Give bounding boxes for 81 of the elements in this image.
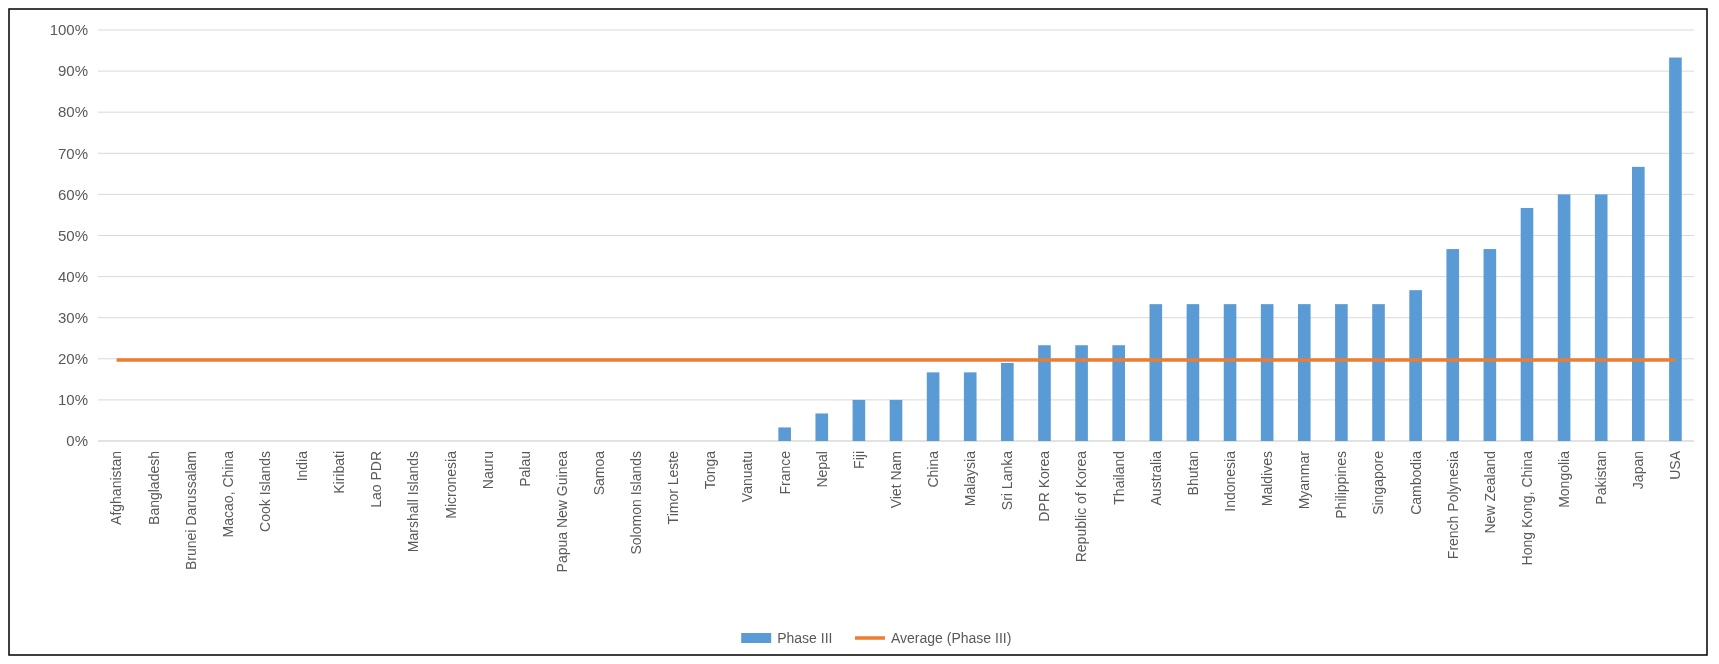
x-tick-label: Timor Leste [665,450,682,525]
bar [1001,362,1014,441]
x-tick-label: Bangladesh [145,451,162,525]
bar [1669,57,1682,441]
y-tick-label: 0% [66,432,88,450]
x-tick-label: Australia [1147,450,1164,506]
y-tick-label: 10% [57,391,88,409]
x-tick-label: Papua New Guinea [553,450,570,573]
x-tick-label: Nepal [813,451,830,488]
bar [1223,304,1237,441]
x-tick-label: Sri Lanka [999,450,1016,511]
x-tick-label: Samoa [590,450,607,496]
bar [1594,194,1608,441]
x-tick-label: Micronesia [442,450,459,519]
bar [1557,194,1571,441]
x-tick-label: Indonesia [1221,450,1238,512]
bar [889,399,903,441]
x-tick-label: Thailand [1110,451,1127,505]
x-tick-label: Nauru [479,451,496,490]
x-tick-label: DPR Korea [1036,450,1053,522]
bar [1297,304,1311,441]
y-tick-label: 70% [57,144,88,162]
x-tick-label: French Polynesia [1444,450,1461,560]
x-tick-label: Solomon Islands [628,451,645,555]
x-tick-label: Kiribati [331,451,348,494]
bar [1112,345,1126,441]
bar [1186,304,1200,441]
bar [1632,166,1645,441]
y-tick-label: 40% [57,267,88,285]
bar [1372,304,1385,441]
x-tick-label: Afghanistan [108,451,125,525]
x-tick-label: Tonga [702,450,719,490]
x-tick-label: Macao, China [219,450,236,538]
bar [852,399,866,441]
bar [1483,249,1497,441]
x-tick-label: Palau [516,451,533,487]
bar [815,413,829,441]
x-tick-label: Myanmar [1296,450,1313,510]
x-tick-label: Marshall Islands [405,451,422,553]
bar [1335,304,1348,441]
x-tick-label: Hong Kong, China [1518,450,1535,566]
x-tick-label: Pakistan [1593,451,1610,505]
bar [1260,304,1274,441]
x-tick-label: Republic of Korea [1073,450,1090,563]
bar [778,427,791,441]
y-tick-label: 50% [57,226,88,244]
bar [1409,290,1422,441]
x-tick-label: Philippines [1333,451,1350,519]
bar [1075,345,1088,441]
bar [1446,249,1460,441]
x-tick-label: Bhutan [1184,451,1201,496]
x-tick-label: Japan [1630,451,1647,490]
legend-label: Phase III [777,629,833,646]
x-tick-label: Vanuatu [739,451,756,503]
y-tick-label: 90% [57,62,88,80]
x-tick-label: Mongolia [1555,450,1572,508]
x-tick-label: Lao PDR [368,451,385,508]
y-tick-label: 80% [57,103,88,121]
x-tick-label: Brunei Darussalam [182,451,199,571]
bar [1149,304,1163,441]
bar [926,372,940,441]
x-tick-label: India [294,450,311,482]
x-tick-label: Singapore [1370,450,1387,515]
x-tick-label: Cook Islands [256,451,273,532]
bar [1038,345,1051,441]
y-tick-label: 60% [57,185,88,203]
bar [1520,207,1534,441]
y-tick-label: 20% [57,350,88,368]
x-tick-label: Viet Nam [887,451,904,509]
bar [963,372,977,441]
x-tick-label: New Zealand [1481,451,1498,534]
x-tick-label: USA [1667,450,1684,480]
x-tick-label: China [925,450,942,488]
x-tick-label: Cambodia [1407,450,1424,515]
x-tick-label: Fiji [850,451,867,469]
x-tick-label: Malaysia [962,450,979,507]
y-tick-label: 30% [57,308,88,326]
y-tick-label: 100% [49,21,88,39]
x-tick-label: France [776,450,793,495]
legend-label: Average (Phase III) [891,629,1012,646]
x-tick-label: Maldives [1259,451,1276,507]
